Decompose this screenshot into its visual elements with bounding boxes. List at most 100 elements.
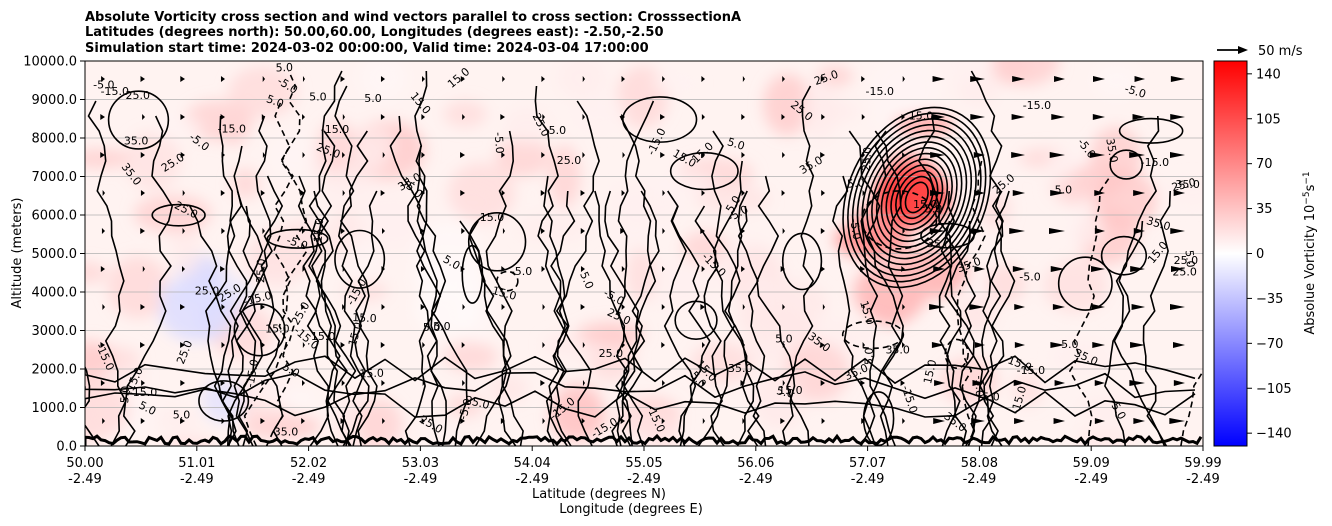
contour-label: 15.0 <box>778 384 803 397</box>
x-tick-label-lat: 53.03 <box>402 456 439 471</box>
contour-line <box>848 130 904 446</box>
wind-vector <box>781 190 785 196</box>
wind-vector <box>262 152 265 158</box>
x-axis-label-secondary: Longitude (degrees E) <box>559 502 703 517</box>
wind-vector <box>221 342 225 348</box>
wind-vector <box>420 228 425 234</box>
x-axis-label: Latitude (degrees N) <box>532 487 666 502</box>
contour-line <box>1142 190 1171 446</box>
wind-vector <box>502 228 505 234</box>
vorticity-patch <box>1057 176 1087 203</box>
contour-loop <box>842 106 992 289</box>
vorticity-patch <box>1043 258 1108 314</box>
wind-vector <box>621 114 625 120</box>
contour-loop <box>895 170 939 225</box>
contour-label: 15.0 <box>311 330 336 343</box>
y-tick-label: 9000.0 <box>32 93 78 108</box>
wind-vector <box>1170 304 1185 310</box>
wind-vector <box>182 190 185 196</box>
wind-vector <box>500 418 505 424</box>
contour-loop <box>871 141 963 254</box>
wind-vector <box>220 380 225 386</box>
contour-label: -15.0 <box>101 85 129 98</box>
wind-vector <box>102 304 105 310</box>
colorbar: 140 105 70 35 0 −35 −70 −105 −140 Absolue Vortic… <box>1213 60 1318 447</box>
wind-vector <box>540 380 545 386</box>
contour-line <box>308 70 357 446</box>
contour-label: 25.0 <box>1172 266 1197 279</box>
contour-line <box>85 371 1196 400</box>
colorbar-gradient <box>1213 60 1248 447</box>
wind-vector <box>1049 152 1065 158</box>
contour-loop <box>862 391 895 446</box>
wind-vector <box>1132 114 1145 120</box>
wind-vector <box>782 152 785 158</box>
wind-vector <box>300 190 305 196</box>
contour-label: 35.0 <box>274 425 299 438</box>
wind-vector <box>621 266 625 272</box>
wind-vector <box>342 114 345 120</box>
wind-vector <box>1011 152 1025 158</box>
wind-vector <box>700 228 705 234</box>
contour-line <box>546 190 576 446</box>
chart-title-line-3: Simulation start time: 2024-03-02 00:00:… <box>85 41 649 56</box>
wind-vector <box>502 342 505 348</box>
colorbar-tick-label: 105 <box>1256 112 1281 127</box>
wind-vector <box>342 152 345 158</box>
contour-loop <box>841 320 905 350</box>
wind-vector <box>742 342 745 348</box>
contour-label: 5.0 <box>549 124 567 137</box>
wind-vector <box>540 190 545 196</box>
contour-label: 5.0 <box>775 384 795 401</box>
y-axis-label: Altitude (meters) <box>10 198 25 309</box>
wind-vector <box>102 190 105 196</box>
wind-vector <box>462 304 465 310</box>
wind-vector <box>421 114 425 120</box>
wind-vector <box>140 76 145 82</box>
contour-label: 15.0 <box>909 109 934 122</box>
wind-vector <box>302 152 305 158</box>
x-tick-label-lon: -2.49 <box>404 472 438 487</box>
wind-vector <box>660 114 665 120</box>
vorticity-patch <box>763 73 812 136</box>
wind-vector <box>380 342 385 348</box>
wind-vector <box>933 266 945 272</box>
contour-loop <box>861 129 973 266</box>
wind-vector <box>140 190 145 196</box>
wind-vector <box>861 114 865 120</box>
wind-vector <box>180 342 185 348</box>
wind-vector <box>301 228 305 234</box>
contour-label: 5.0 <box>364 92 382 105</box>
wind-vector <box>541 266 545 272</box>
wind-vector <box>820 76 825 82</box>
wind-vector <box>1012 190 1025 196</box>
colorbar-tick-label: 140 <box>1256 67 1281 82</box>
contour-line <box>756 175 796 446</box>
contour-line <box>233 190 261 446</box>
wind-vector <box>971 228 985 234</box>
contour-line <box>260 175 284 446</box>
contour-loop <box>669 151 739 191</box>
contour-label: 35.0 <box>1175 178 1200 191</box>
contour-label: -5.0 <box>978 391 999 404</box>
vorticity-patch <box>784 342 850 401</box>
wind-vector <box>541 152 545 158</box>
contour-label: -15.0 <box>129 386 157 399</box>
contour-label: 35.0 <box>124 135 149 148</box>
wind-vector <box>661 342 665 348</box>
contour-label: 25.0 <box>464 393 491 412</box>
wind-vector <box>662 228 665 234</box>
wind-vector <box>582 152 585 158</box>
wind-vector <box>1092 114 1105 120</box>
contour-label: -15.0 <box>1141 156 1169 169</box>
vorticity-patch <box>361 189 427 252</box>
wind-vector <box>422 76 425 82</box>
wind-vector <box>340 228 345 234</box>
contour-line <box>221 205 264 446</box>
x-tick-label-lat: 58.08 <box>961 456 998 471</box>
wind-vector <box>701 114 705 120</box>
wind-vector <box>422 380 425 386</box>
contour-line <box>956 160 986 446</box>
wind-vector <box>302 114 305 120</box>
